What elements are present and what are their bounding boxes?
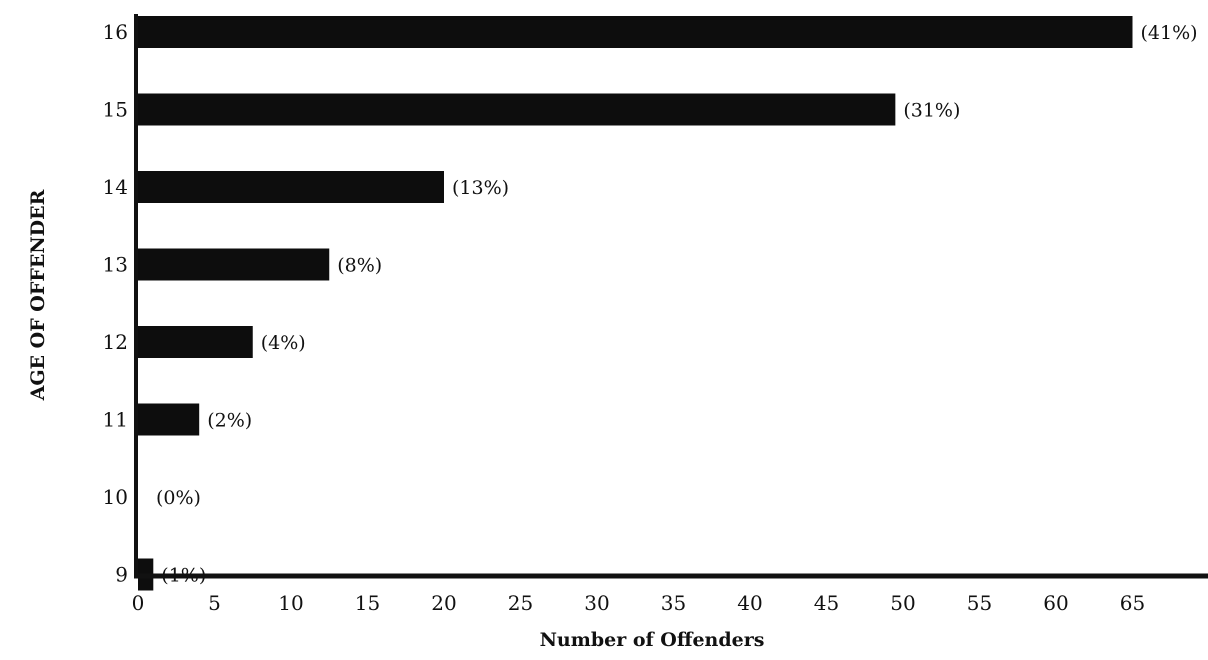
x-tick-label: 30: [584, 591, 609, 615]
bars-layer: [138, 16, 1133, 591]
x-tick-label: 35: [661, 591, 686, 615]
percent-label: (4%): [261, 332, 306, 354]
y-tick-label: 11: [103, 408, 128, 432]
x-ticks-layer: 0 5 10 15 20 25 30 35 40 45 50 55 60 65: [132, 591, 1146, 615]
x-tick-label: 40: [737, 591, 762, 615]
percent-label: (31%): [903, 100, 960, 122]
percent-label: (13%): [452, 177, 509, 199]
percent-labels-layer: (41%) (31%) (13%) (8%) (4%) (2%) (0%) (1%): [156, 22, 1198, 587]
y-tick-label: 12: [103, 330, 128, 354]
x-tick-label: 0: [132, 591, 145, 615]
percent-label: (2%): [207, 410, 252, 432]
axes-layer: [134, 14, 1208, 579]
bar-age-13: [138, 248, 330, 281]
y-tick-label: 13: [103, 253, 128, 277]
x-tick-label: 50: [890, 591, 915, 615]
bar-age-12: [138, 326, 253, 358]
y-tick-label: 14: [103, 175, 128, 199]
x-tick-label: 45: [814, 591, 839, 615]
percent-label: (0%): [156, 487, 201, 509]
bar-age-14: [138, 171, 444, 203]
x-tick-label: 55: [967, 591, 992, 615]
y-tick-label: 10: [103, 485, 128, 509]
y-axis-title: AGE OF OFFENDER: [27, 189, 49, 401]
y-tick-label: 9: [115, 563, 128, 587]
x-tick-label: 25: [508, 591, 533, 615]
percent-label: (41%): [1141, 22, 1198, 44]
bar-age-15: [138, 93, 896, 126]
y-ticks-layer: 16 15 14 13 12 11 10 9: [103, 20, 128, 587]
x-tick-label: 10: [278, 591, 303, 615]
x-axis-title: Number of Offenders: [540, 629, 765, 651]
x-tick-label: 60: [1043, 591, 1068, 615]
y-tick-label: 16: [103, 20, 128, 44]
x-tick-label: 5: [208, 591, 221, 615]
percent-label: (1%): [161, 565, 206, 587]
x-tick-label: 20: [431, 591, 456, 615]
x-tick-label: 65: [1120, 591, 1145, 615]
y-tick-label: 15: [103, 98, 128, 122]
bar-age-16: [138, 16, 1133, 48]
bar-age-11: [138, 403, 200, 436]
x-tick-label: 15: [355, 591, 380, 615]
percent-label: (8%): [337, 255, 382, 277]
